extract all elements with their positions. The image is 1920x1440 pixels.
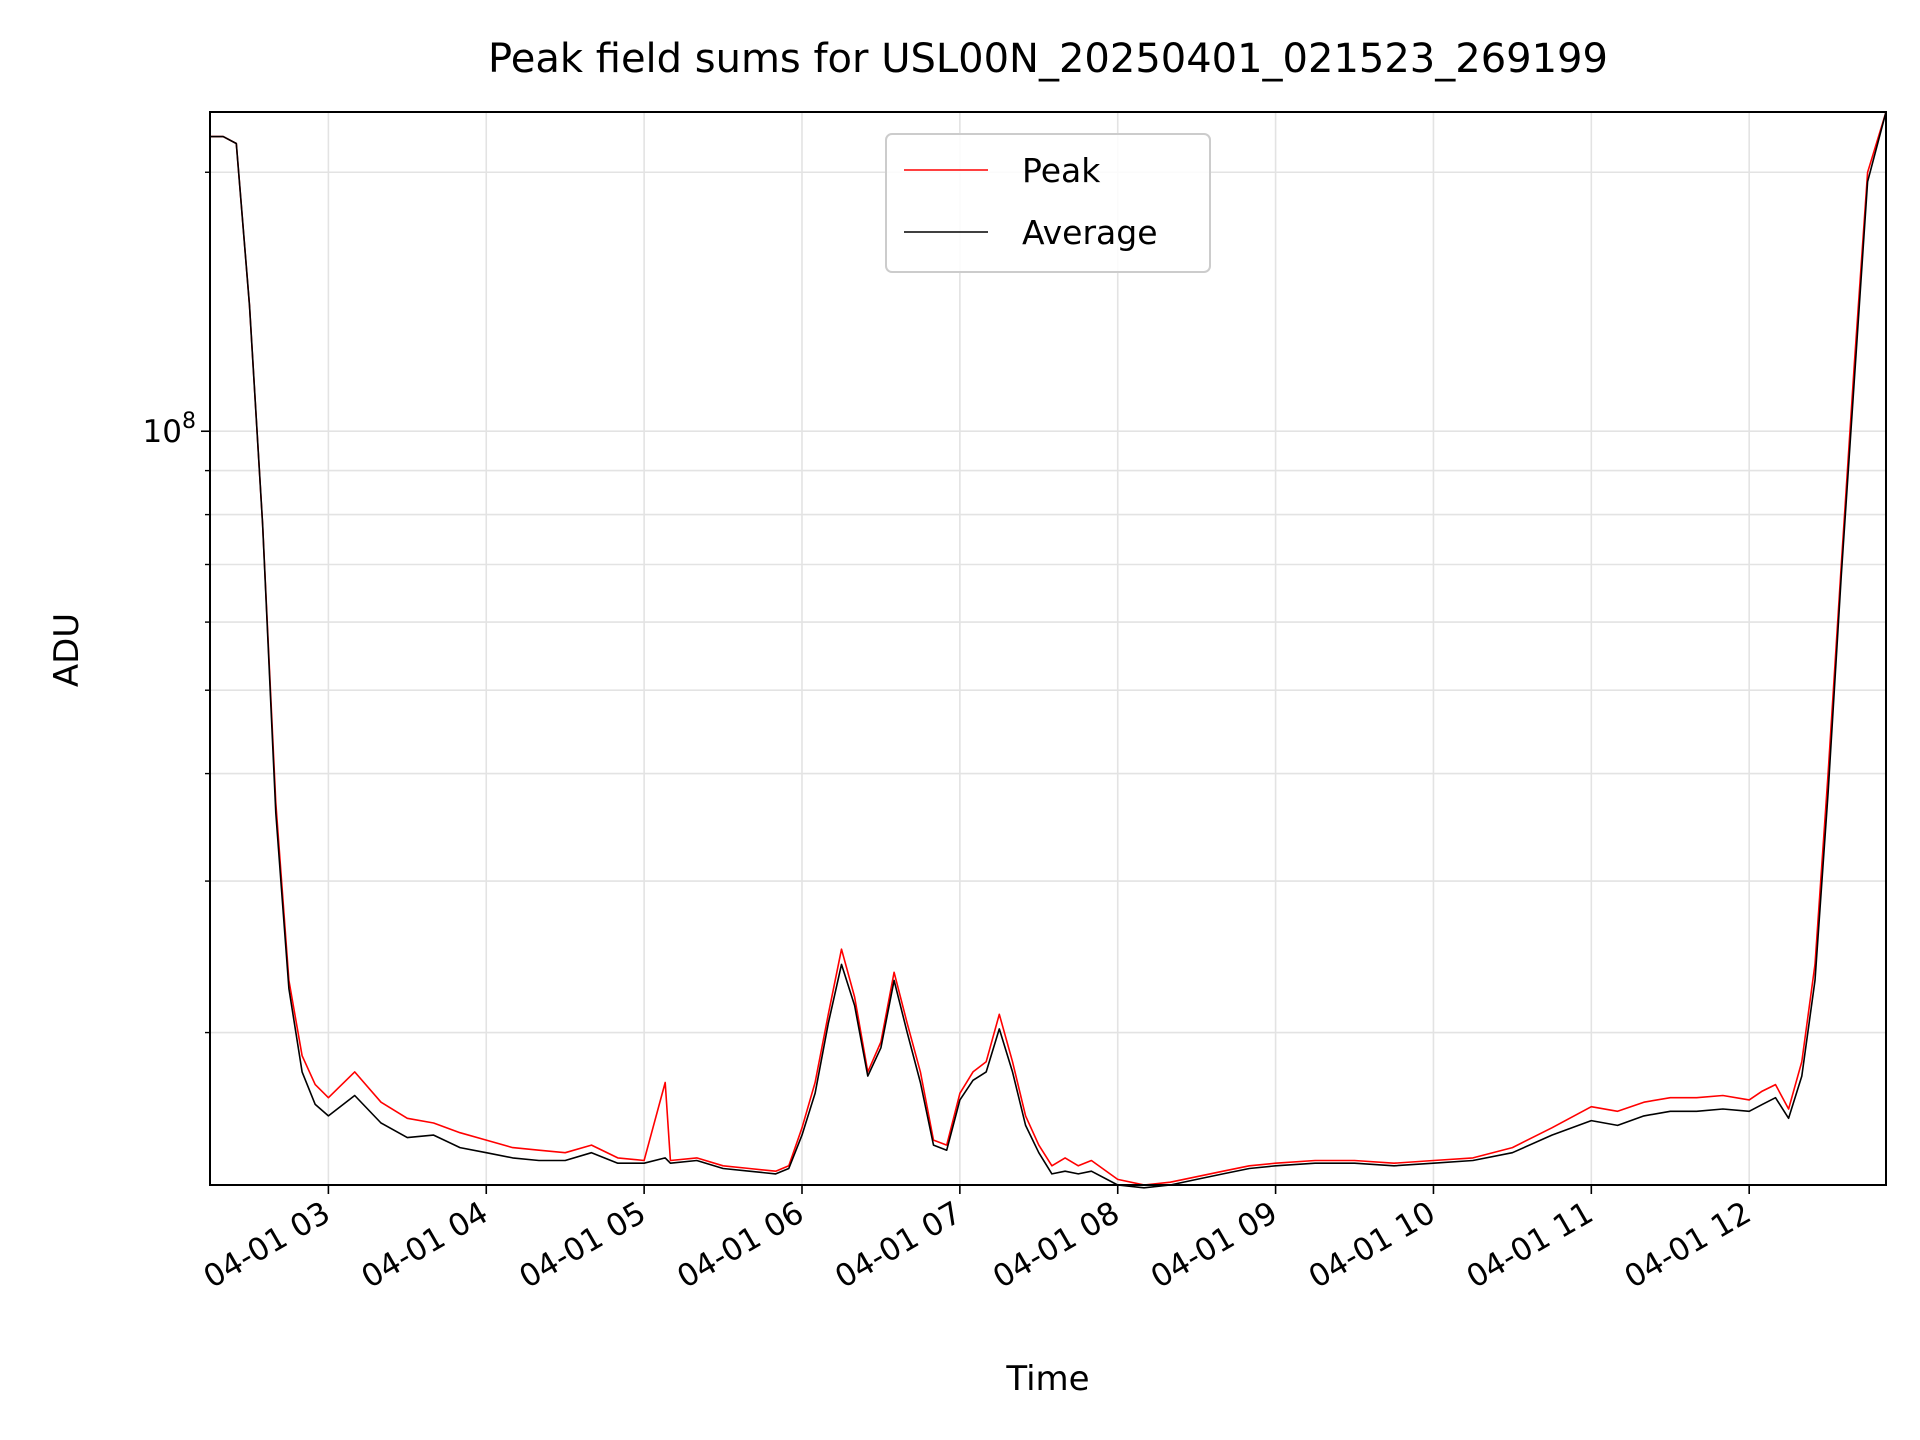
legend-label-average: Average (1022, 213, 1158, 252)
grid (210, 112, 1886, 1185)
x-axis-label: Time (1005, 1359, 1089, 1399)
x-tick-label: 04-01 11 (1461, 1195, 1600, 1296)
x-tick-label: 04-01 05 (513, 1195, 652, 1296)
series-line-peak (210, 111, 1887, 1186)
legend-label-peak: Peak (1022, 151, 1101, 190)
x-tick-label: 04-01 04 (356, 1195, 495, 1296)
x-tick-label: 04-01 03 (198, 1195, 337, 1296)
y-axis-ticks: 108 (143, 171, 210, 1034)
x-tick-label: 04-01 08 (987, 1195, 1126, 1296)
plot-frame (209, 111, 1887, 1186)
x-tick-label: 04-01 06 (671, 1195, 810, 1296)
series-line-average (210, 111, 1887, 1189)
y-tick-label: 108 (143, 409, 196, 450)
x-axis-ticks: 04-01 03 04-01 04 04-01 05 04-01 06 04-01 07… (198, 1185, 1757, 1296)
x-tick-label: 04-01 12 (1618, 1195, 1757, 1296)
x-tick-label: 04-01 10 (1303, 1195, 1442, 1296)
legend: Peak Average (885, 133, 1211, 273)
series-lines (210, 111, 1887, 1189)
y-axis-label: ADU (47, 613, 87, 687)
chart-title: Peak field sums for USL00N_20250401_0215… (488, 36, 1608, 82)
x-tick-label: 04-01 07 (829, 1195, 968, 1296)
legend-box (885, 133, 1211, 273)
x-tick-label: 04-01 09 (1145, 1195, 1284, 1296)
